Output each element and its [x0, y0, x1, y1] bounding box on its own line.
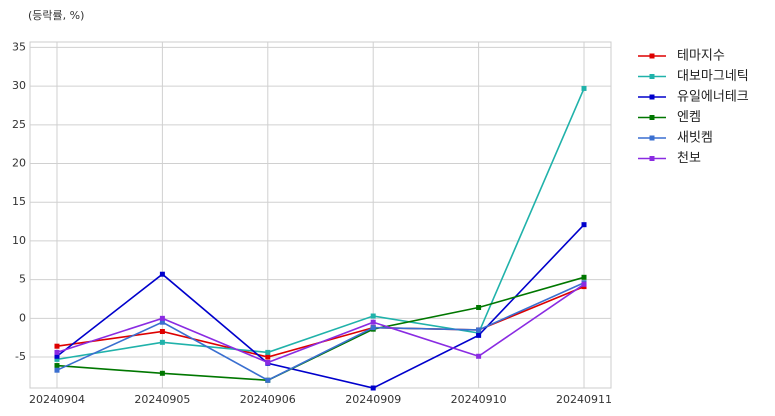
y-tick-label: -5 [15, 350, 26, 363]
y-tick-label: 35 [12, 40, 26, 53]
legend-label: 천보 [677, 151, 701, 166]
marker [159, 271, 165, 277]
series-line [56, 283, 585, 364]
x-tick-label: 20240911 [556, 393, 612, 406]
series-line [56, 224, 585, 389]
marker [581, 281, 587, 287]
marker [54, 356, 60, 362]
marker [581, 274, 587, 280]
x-tick-label: 20240905 [134, 393, 190, 406]
marker [370, 385, 376, 391]
marker [159, 319, 165, 325]
marker [370, 319, 376, 325]
y-tick-label: 5 [19, 273, 26, 286]
marker [159, 339, 165, 345]
marker [54, 349, 60, 355]
plot-area [29, 41, 612, 389]
x-tick-label: 20240910 [451, 393, 507, 406]
y-tick-label: 0 [19, 311, 26, 324]
marker [476, 327, 482, 333]
legend-marker [649, 135, 655, 141]
marker [159, 370, 165, 376]
marker [265, 359, 271, 365]
y-tick-label: 15 [12, 195, 26, 208]
marker [265, 349, 271, 355]
legend-marker [649, 115, 655, 120]
legend-label: 유일에너테크 [677, 90, 749, 105]
marker [54, 353, 60, 359]
marker [581, 222, 587, 228]
marker [476, 332, 482, 338]
y-tick-label: 25 [12, 118, 26, 131]
marker [370, 313, 376, 319]
legend-label: 새빗켐 [677, 131, 713, 146]
y-tick-label: 20 [12, 157, 26, 170]
marker [581, 85, 587, 91]
marker [159, 315, 165, 321]
legend-marker [649, 156, 655, 161]
marker [476, 353, 482, 359]
marker [265, 354, 271, 360]
legend-marker [649, 74, 655, 79]
y-tick-label: 30 [12, 79, 26, 92]
x-tick-label: 20240904 [29, 393, 85, 406]
legend-label: 엔켐 [677, 110, 701, 125]
unit-label: (등락률, %) [28, 9, 84, 22]
x-tick-label: 20240909 [345, 393, 401, 406]
legend-marker [649, 94, 655, 100]
legend-marker [649, 53, 655, 59]
legend-label: 대보마그네틱 [677, 69, 749, 84]
y-tick-label: 10 [12, 234, 26, 247]
legend-label: 테마지수 [677, 49, 725, 64]
x-tick-label: 20240906 [240, 393, 296, 406]
marker [370, 325, 376, 331]
marker [54, 343, 60, 349]
marker [54, 367, 60, 373]
series-line [56, 88, 585, 361]
series-line [56, 281, 585, 382]
marker [476, 304, 482, 310]
marker [54, 363, 60, 369]
marker [265, 377, 271, 383]
marker [159, 328, 165, 334]
